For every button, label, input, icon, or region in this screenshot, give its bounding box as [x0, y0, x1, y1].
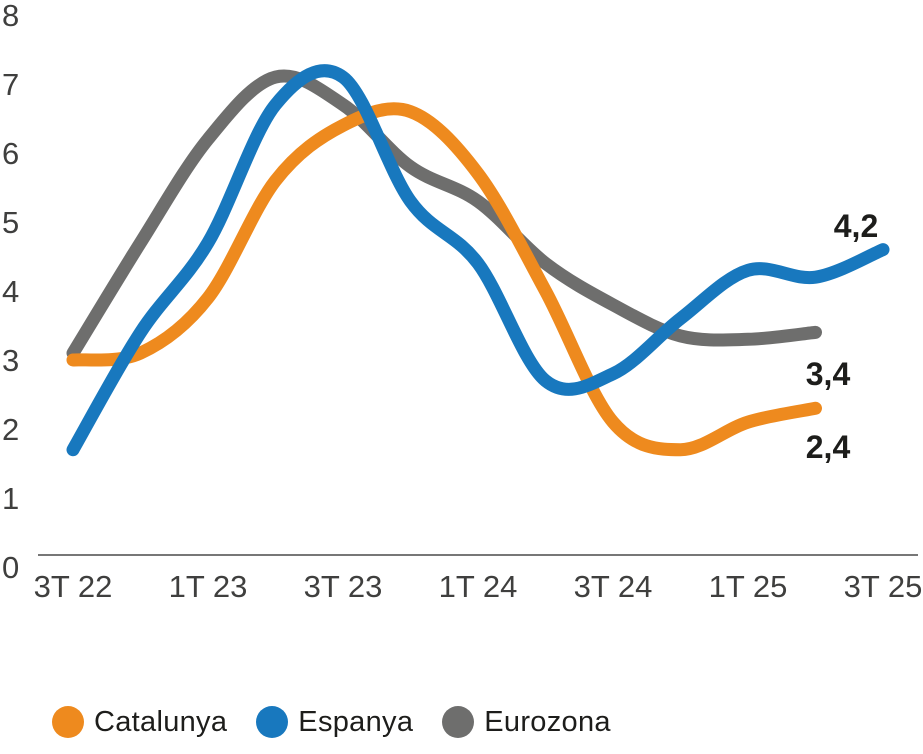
y-axis-tick-label: 0 — [2, 550, 19, 585]
y-axis-tick-label: 8 — [2, 0, 19, 33]
end-value-label-eurozona: 3,4 — [806, 356, 851, 392]
y-axis-tick-label: 6 — [2, 136, 19, 171]
legend-item-catalunya: Catalunya — [52, 706, 227, 739]
x-axis-tick-label: 1T 24 — [439, 569, 518, 604]
x-axis-tick-label: 3T 23 — [304, 569, 383, 604]
legend-dot-catalunya — [52, 706, 84, 738]
x-axis-tick-label: 3T 25 — [844, 569, 923, 604]
legend-label-catalunya: Catalunya — [94, 705, 228, 738]
y-axis-tick-label: 5 — [2, 205, 19, 240]
legend-label-espanya: Espanya — [298, 705, 414, 738]
legend-dot-espanya — [256, 706, 289, 738]
x-axis-tick-label: 3T 24 — [574, 569, 653, 604]
x-axis-tick-label: 1T 25 — [709, 569, 788, 604]
x-axis-tick-label: 3T 22 — [34, 569, 113, 604]
legend-dot-eurozona — [442, 706, 475, 738]
x-axis-tick-label: 1T 23 — [169, 569, 248, 604]
end-value-label-espanya: 4,2 — [834, 208, 878, 244]
legend-item-espanya: Espanya — [256, 706, 413, 739]
legend-item-eurozona: Eurozona — [442, 706, 611, 739]
y-axis-tick-label: 4 — [2, 274, 19, 309]
series-line-catalunya — [66, 102, 822, 457]
y-axis-tick-label: 1 — [2, 481, 19, 516]
y-axis-tick-label: 7 — [2, 67, 19, 102]
chart-legend: Catalunya Espanya Eurozona — [52, 706, 611, 738]
legend-label-eurozona: Eurozona — [484, 705, 611, 738]
y-axis-tick-label: 3 — [2, 343, 19, 378]
series-line-eurozona — [66, 69, 822, 360]
y-axis-tick-label: 2 — [2, 412, 19, 447]
end-value-label-catalunya: 2,4 — [806, 429, 851, 465]
series-line-espanya — [66, 64, 890, 457]
